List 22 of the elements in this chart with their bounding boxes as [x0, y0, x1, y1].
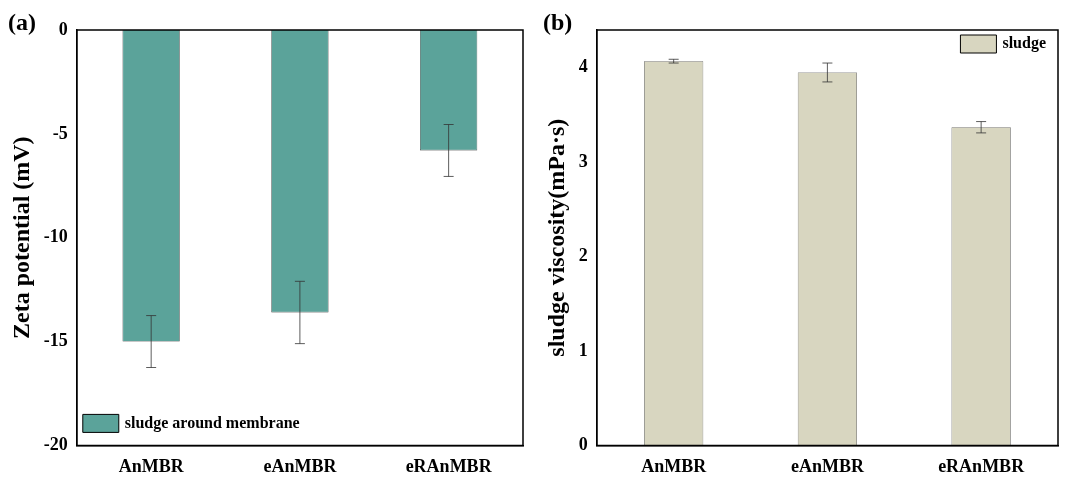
y-tick-label: -5 — [52, 122, 68, 143]
y-tick-label: 2 — [578, 245, 588, 266]
x-tick-label: AnMBR — [641, 455, 708, 476]
x-tick-label: eAnMBR — [263, 455, 338, 476]
y-axis-title: sludge viscosity(mPa·s) — [542, 118, 569, 357]
y-tick-label: 0 — [58, 18, 68, 39]
y-tick-label: 4 — [578, 56, 588, 77]
y-tick-label: 3 — [578, 150, 588, 171]
legend-label: sludge — [1002, 34, 1047, 53]
x-tick-label: eAnMBR — [790, 455, 865, 476]
y-tick-label: -20 — [43, 434, 68, 455]
x-tick-label: AnMBR — [118, 455, 185, 476]
y-axis-title: Zeta potential (mV) — [7, 136, 34, 340]
y-tick-label: -15 — [43, 330, 68, 351]
chart-title: (b) — [543, 9, 573, 35]
legend-label: sludge around membrane — [124, 413, 300, 432]
x-tick-label: eRAnMBR — [938, 455, 1026, 476]
x-tick-label: eRAnMBR — [405, 455, 493, 476]
y-tick-label: 0 — [578, 434, 588, 455]
y-tick-label: -10 — [43, 226, 68, 247]
y-tick-label: 1 — [578, 339, 588, 360]
chart-title: (a) — [8, 9, 36, 35]
